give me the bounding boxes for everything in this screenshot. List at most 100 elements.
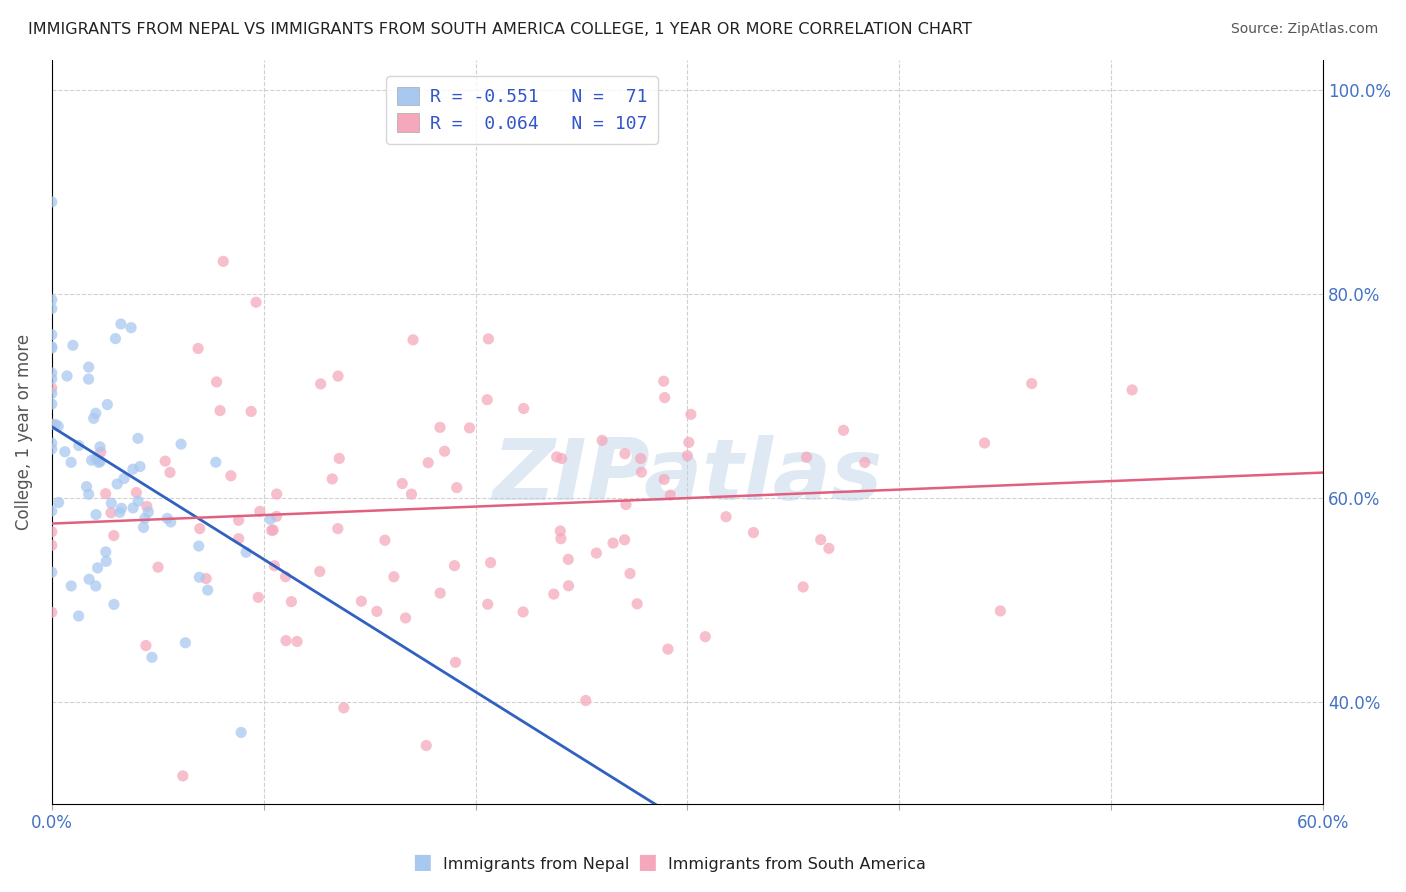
- Point: [77, 572, 100, 586]
- Point: [80, 453, 103, 467]
- Point: [1021, 376, 1043, 391]
- Point: [853, 455, 876, 469]
- Point: [62, 338, 84, 352]
- Point: [110, 317, 132, 331]
- Point: [41, 341, 63, 355]
- Point: [679, 408, 702, 422]
- Point: [818, 541, 841, 556]
- Point: [44, 417, 66, 432]
- Point: [108, 505, 131, 519]
- Point: [41, 397, 63, 411]
- Point: [77, 360, 100, 375]
- Point: [546, 450, 568, 464]
- Point: [394, 611, 416, 625]
- Point: [41, 340, 63, 354]
- Point: [266, 487, 288, 501]
- Point: [443, 558, 465, 573]
- Point: [228, 532, 250, 546]
- Text: ■: ■: [412, 853, 432, 872]
- Point: [60, 455, 83, 469]
- Point: [458, 421, 481, 435]
- Point: [585, 546, 607, 560]
- Point: [187, 539, 209, 553]
- Text: Source: ZipAtlas.com: Source: ZipAtlas.com: [1230, 22, 1378, 37]
- Point: [309, 376, 332, 391]
- Text: ZIPatlas: ZIPatlas: [492, 435, 883, 518]
- Point: [86, 561, 108, 575]
- Point: [83, 411, 105, 425]
- Point: [742, 525, 765, 540]
- Point: [138, 505, 160, 519]
- Point: [41, 524, 63, 539]
- Point: [602, 536, 624, 550]
- Point: [619, 566, 641, 581]
- Point: [170, 437, 193, 451]
- Point: [135, 500, 157, 514]
- Point: [228, 513, 250, 527]
- Point: [105, 477, 128, 491]
- Text: Immigrants from South America: Immigrants from South America: [668, 857, 925, 872]
- Point: [229, 725, 252, 739]
- Point: [614, 498, 637, 512]
- Point: [60, 579, 83, 593]
- Point: [714, 509, 737, 524]
- Point: [77, 372, 100, 386]
- Point: [321, 472, 343, 486]
- Point: [274, 570, 297, 584]
- Point: [630, 465, 652, 479]
- Point: [172, 769, 194, 783]
- Point: [159, 515, 181, 529]
- Point: [678, 435, 700, 450]
- Point: [94, 486, 117, 500]
- Point: [96, 554, 118, 568]
- Point: [274, 633, 297, 648]
- Point: [247, 591, 270, 605]
- Point: [41, 442, 63, 456]
- Point: [129, 459, 152, 474]
- Point: [122, 462, 145, 476]
- Point: [391, 476, 413, 491]
- Point: [90, 445, 112, 459]
- Point: [41, 194, 63, 209]
- Point: [41, 504, 63, 518]
- Point: [41, 293, 63, 307]
- Point: [477, 597, 499, 611]
- Point: [127, 494, 149, 508]
- Point: [328, 451, 350, 466]
- Point: [94, 545, 117, 559]
- Point: [988, 604, 1011, 618]
- Point: [77, 487, 100, 501]
- Point: [657, 642, 679, 657]
- Point: [84, 579, 107, 593]
- Point: [401, 487, 423, 501]
- Point: [188, 570, 211, 584]
- Point: [591, 434, 613, 448]
- Point: [415, 739, 437, 753]
- Point: [41, 381, 63, 395]
- Point: [122, 500, 145, 515]
- Point: [110, 501, 132, 516]
- Point: [429, 420, 451, 434]
- Point: [402, 333, 425, 347]
- Point: [550, 524, 572, 538]
- Point: [127, 431, 149, 445]
- Point: [477, 332, 499, 346]
- Point: [197, 583, 219, 598]
- Point: [433, 444, 456, 458]
- Point: [205, 375, 228, 389]
- Point: [155, 454, 177, 468]
- Point: [159, 466, 181, 480]
- Point: [1121, 383, 1143, 397]
- Point: [240, 404, 263, 418]
- Point: [53, 444, 76, 458]
- Point: [41, 566, 63, 580]
- Point: [187, 342, 209, 356]
- Point: [100, 506, 122, 520]
- Point: [333, 701, 356, 715]
- Point: [260, 524, 283, 538]
- Point: [67, 438, 90, 452]
- Point: [249, 504, 271, 518]
- Point: [557, 579, 579, 593]
- Point: [418, 456, 440, 470]
- Point: [204, 455, 226, 469]
